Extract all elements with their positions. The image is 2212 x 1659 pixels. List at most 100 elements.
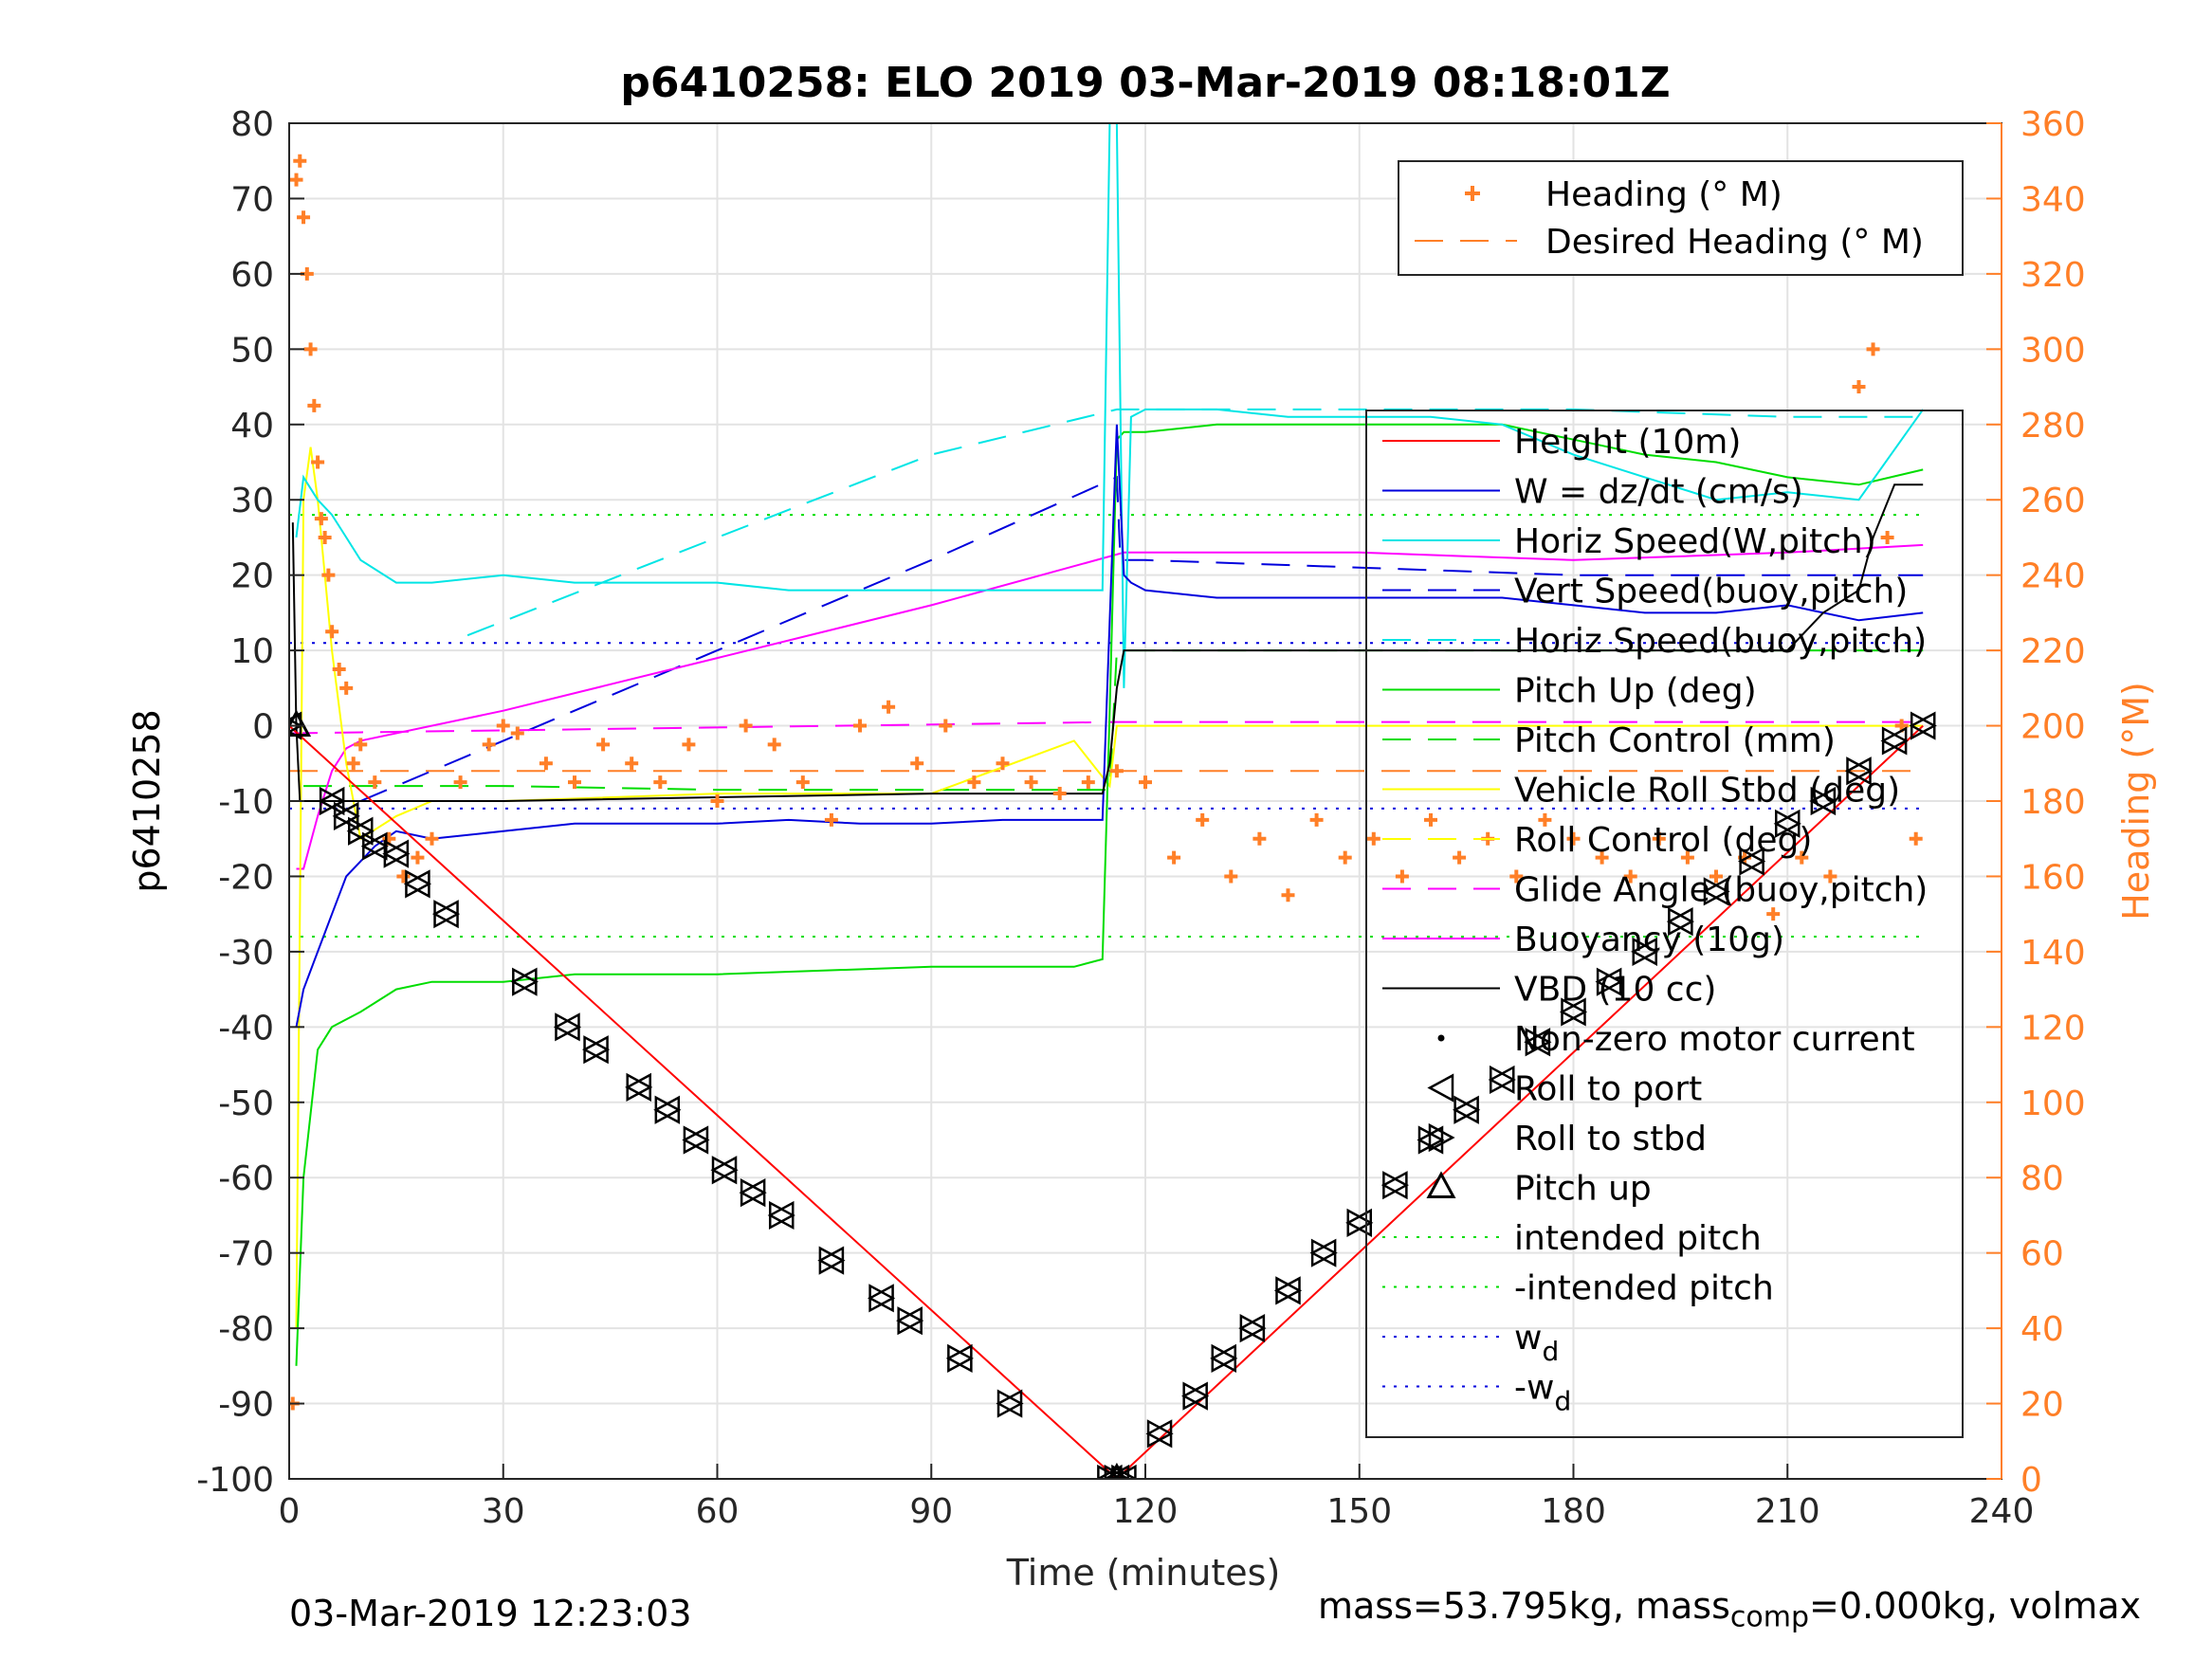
series-horiz-speed-w-pitch <box>295 123 1925 688</box>
heading-point <box>795 775 810 790</box>
series-w-dz-dt-cm-s <box>295 424 1924 1028</box>
heading-point <box>311 455 325 469</box>
roll-stbd-marker <box>1310 1238 1338 1267</box>
y-right-tick-label: 260 <box>2020 482 2086 520</box>
legend-label: intended pitch <box>1514 1219 1762 1258</box>
heading-point <box>1766 907 1781 921</box>
heading-point <box>339 681 354 695</box>
heading-point <box>453 775 467 790</box>
y-left-tick-label: -60 <box>218 1159 274 1198</box>
legend-label-subscript: d <box>1554 1386 1571 1417</box>
heading-point <box>1680 850 1694 865</box>
y-left-tick-label: -50 <box>218 1085 274 1123</box>
y-left-tick-label: -80 <box>218 1310 274 1349</box>
y-right-tick-label: 200 <box>2020 708 2086 747</box>
y-left-tick-label: 60 <box>230 256 274 295</box>
y-right-tick-label: 60 <box>2020 1235 2064 1274</box>
roll-stbd-marker <box>1881 726 1909 756</box>
roll-stbd-marker <box>1146 1419 1174 1449</box>
roll-stbd-marker <box>768 1200 795 1231</box>
roll-stbd-marker <box>362 831 389 861</box>
heading-point <box>1024 775 1038 790</box>
heading-point <box>1709 869 1723 884</box>
roll-stbd-marker <box>683 1125 710 1155</box>
heading-point <box>1052 787 1067 801</box>
heading-point <box>767 738 781 752</box>
x-tick-label: 0 <box>279 1492 301 1531</box>
heading-point <box>303 342 318 356</box>
heading-point <box>354 738 368 752</box>
heading-point <box>1538 812 1552 827</box>
legend-desired-heading-label: Desired Heading (° M) <box>1545 223 1924 262</box>
y-right-tick-label: 340 <box>2020 180 2086 219</box>
roll-stbd-marker <box>1561 997 1588 1027</box>
y-left-tick-label: -100 <box>196 1461 274 1500</box>
heading-point <box>1139 775 1152 790</box>
y-right-tick-label: 120 <box>2020 1009 2086 1048</box>
roll-stbd-marker <box>1490 1065 1516 1095</box>
x-axis-label: Time (minutes) <box>1006 1552 1281 1594</box>
roll-stbd-marker <box>1632 937 1659 966</box>
heading-point <box>1338 850 1352 865</box>
roll-stbd-marker <box>1346 1208 1374 1237</box>
roll-stbd-marker <box>1239 1314 1267 1343</box>
y-left-tick-label: -20 <box>218 858 274 897</box>
roll-stbd-marker <box>1775 809 1801 838</box>
heading-point <box>853 719 867 733</box>
pitch-up-marker <box>1107 1462 1126 1479</box>
y-right-tick-label: 360 <box>2020 105 2086 144</box>
heading-point <box>314 512 328 526</box>
heading-point <box>1109 764 1124 778</box>
y-left-tick-label: 10 <box>230 632 274 671</box>
legend-label: -intended pitch <box>1514 1269 1774 1308</box>
heading-point <box>332 662 346 676</box>
mass-prefix: mass=53.795kg, mass <box>1318 1585 1730 1627</box>
heading-point <box>967 775 981 790</box>
heading-point <box>1823 869 1837 884</box>
roll-stbd-marker <box>583 1035 611 1065</box>
y-left-tick-label: -40 <box>218 1009 274 1048</box>
heading-point <box>321 568 336 582</box>
roll-stbd-marker <box>433 900 461 929</box>
roll-stbd-marker <box>1703 877 1730 906</box>
roll-stbd-marker <box>333 801 360 830</box>
y-left-tick-label: 40 <box>230 407 274 446</box>
heading-point <box>325 625 339 639</box>
y-left-tick-label: 80 <box>230 105 274 144</box>
roll-stbd-marker <box>1453 1095 1481 1124</box>
legend-tri-left-marker <box>1427 1073 1454 1103</box>
roll-stbd-marker <box>996 1389 1024 1418</box>
heading-point <box>710 794 724 808</box>
y-right-tick-label: 20 <box>2020 1386 2064 1425</box>
heading-point <box>1167 850 1181 865</box>
legend-heading: Heading (° M) Desired Heading (° M) <box>1398 160 1964 276</box>
roll-stbd-marker <box>1211 1343 1238 1373</box>
heading-point <box>1595 850 1609 865</box>
series-pitch-up-deg <box>295 423 1924 1366</box>
chart-title: p6410258: ELO 2019 03-Mar-2019 08:18:01Z <box>620 59 1670 107</box>
roll-stbd-marker <box>1382 1171 1410 1200</box>
heading-point <box>368 775 382 790</box>
heading-point <box>1566 831 1581 846</box>
roll-stbd-marker <box>512 967 539 996</box>
y-left-tick-label: -70 <box>218 1235 274 1274</box>
legend-label: Roll to port <box>1514 1070 1702 1109</box>
legend-label: VBD (10 cc) <box>1514 971 1716 1010</box>
roll-stbd-marker <box>868 1284 896 1313</box>
heading-point <box>1081 775 1095 790</box>
heading-point <box>1196 812 1210 827</box>
heading-point <box>482 738 496 752</box>
legend-main: Height (10m) W = dz/dt (cm/s) Horiz Speed(… <box>1365 410 1964 1438</box>
y-right-tick-label: 160 <box>2020 858 2086 897</box>
heading-point <box>568 775 581 790</box>
legend-tri-up-marker <box>1426 1171 1456 1198</box>
y-axis-label-right: Heading (°M) <box>2115 682 2157 921</box>
roll-stbd-marker <box>1596 967 1623 996</box>
roll-stbd-marker <box>1097 1464 1124 1479</box>
roll-stbd-marker <box>1739 847 1766 876</box>
legend-label: Pitch up <box>1514 1170 1652 1209</box>
heading-point <box>1309 812 1324 827</box>
x-tick-label: 90 <box>909 1492 953 1531</box>
legend-label: Roll to stbd <box>1514 1120 1707 1158</box>
heading-point <box>824 812 838 827</box>
